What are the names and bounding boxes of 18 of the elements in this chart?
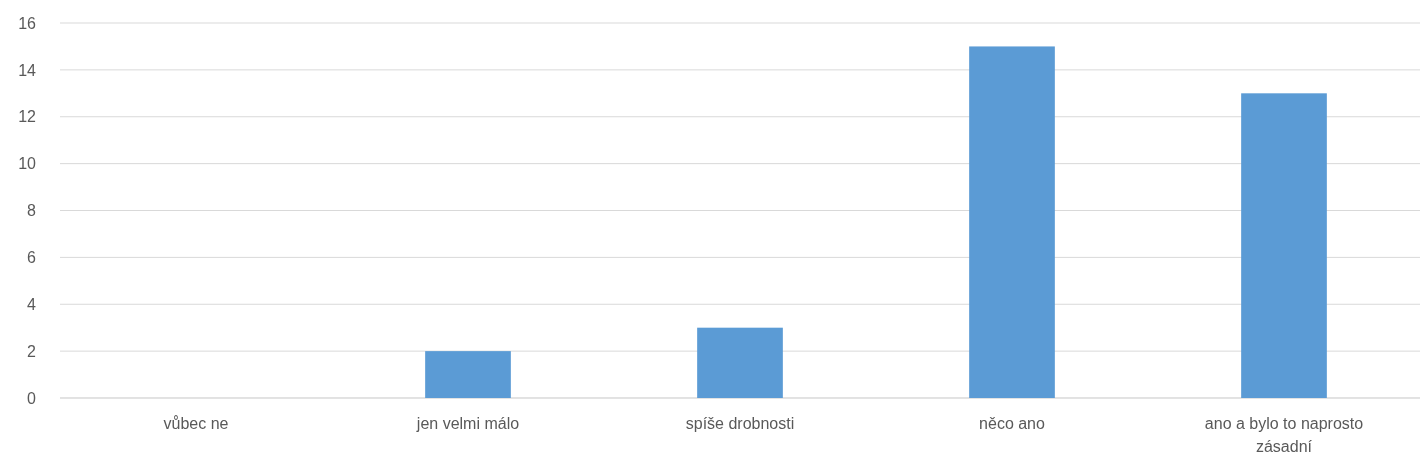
- x-tick-label: vůbec ne: [163, 415, 229, 432]
- bar: [1241, 93, 1327, 398]
- x-tick-label: něco ano: [979, 415, 1046, 432]
- y-tick-label: 0: [27, 389, 37, 407]
- y-tick-label: 16: [18, 14, 37, 32]
- x-tick-label: spíše drobnosti: [685, 415, 795, 432]
- bar: [425, 351, 511, 398]
- x-tick-label: ano a bylo to naprosto zásadní: [1204, 415, 1364, 456]
- y-tick-label: 2: [27, 342, 37, 360]
- bar: [969, 46, 1055, 398]
- y-tick-label: 12: [18, 108, 37, 126]
- bar: [697, 327, 783, 398]
- x-tick-label: jen velmi málo: [415, 415, 520, 432]
- y-tick-label: 4: [27, 295, 37, 313]
- y-tick-label: 14: [18, 61, 37, 79]
- y-tick-label: 6: [27, 248, 37, 266]
- y-tick-label: 8: [27, 202, 37, 220]
- y-tick-label: 10: [18, 155, 37, 173]
